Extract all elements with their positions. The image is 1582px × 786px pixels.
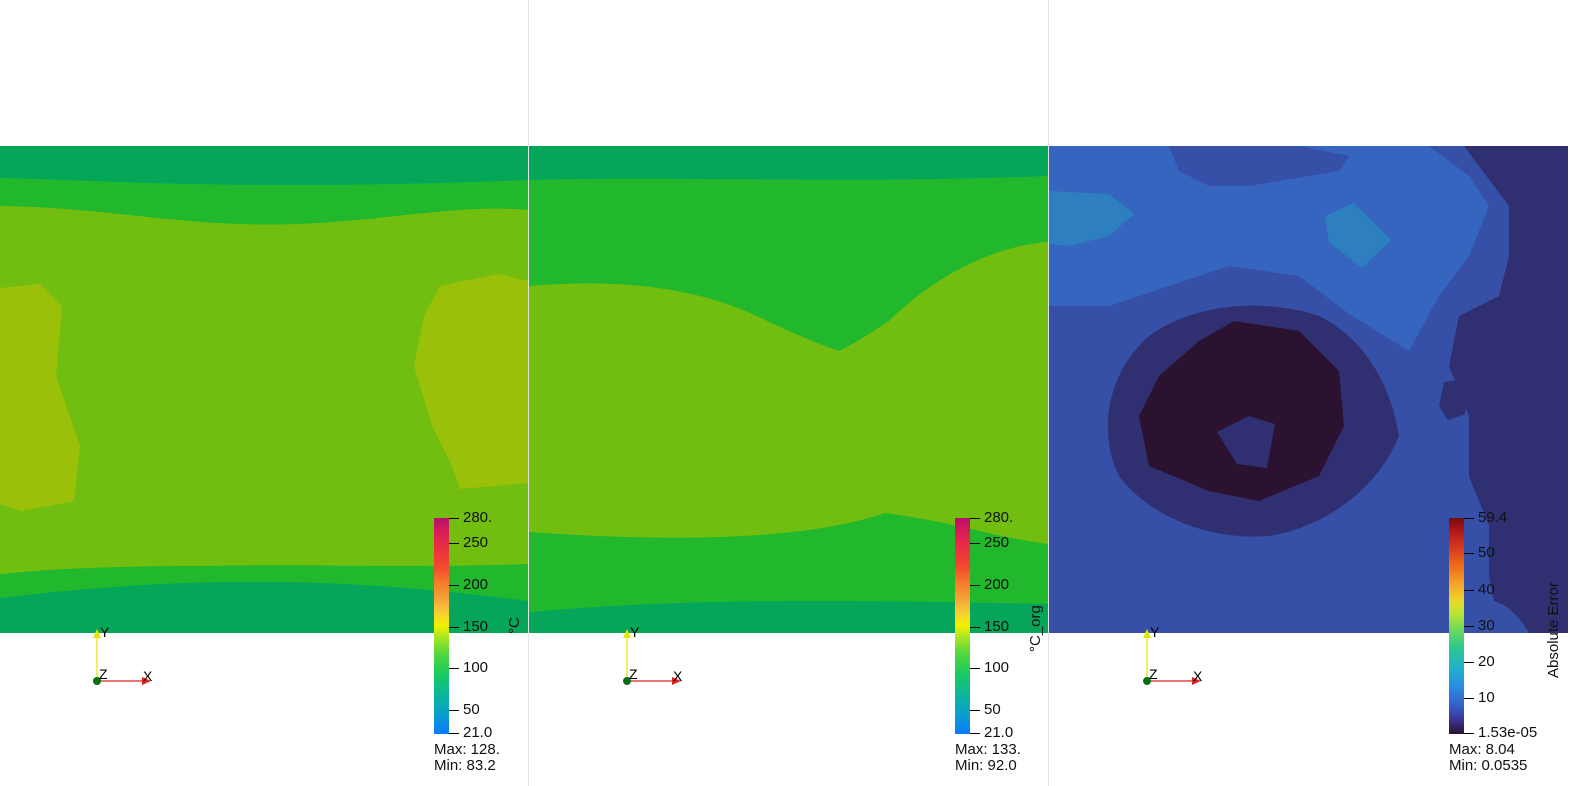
- min-value: Min: 83.2: [434, 757, 496, 774]
- range-stats: Max: 128. Min: 83.2: [434, 742, 500, 774]
- min-value: Min: 0.0535: [1449, 757, 1528, 774]
- colorbar-tick-label: 50: [1478, 544, 1495, 561]
- colorbar-tick: [970, 585, 980, 586]
- colorbar-tick: [449, 585, 459, 586]
- colorbar-tick-label: 1.53e-05: [1478, 724, 1538, 741]
- colorbar-tick: [1464, 662, 1474, 663]
- view-divider[interactable]: [528, 0, 529, 786]
- orientation-axes[interactable]: Y Z X: [618, 624, 688, 685]
- x-axis-label: X: [1193, 668, 1203, 684]
- render-view-temperature[interactable]: 280. 250 200 150 100 50 21.0 °C Max: 128…: [0, 0, 528, 786]
- y-axis-label: Y: [630, 624, 640, 640]
- colorbar-tick: [449, 710, 459, 711]
- colorbar-tick: [449, 543, 459, 544]
- colorbar-tick-label: 150: [984, 618, 1010, 635]
- temperature-colorbar: [434, 518, 449, 734]
- colorbar-title: °C: [506, 617, 523, 634]
- z-axis-label: Z: [99, 666, 108, 682]
- colorbar-tick: [449, 518, 459, 519]
- colorbar-tick-label: 21.0: [984, 724, 1014, 741]
- colorbar-tick: [1464, 733, 1474, 734]
- colorbar-tick-label: 200: [463, 576, 489, 593]
- colorbar-title: Absolute Error: [1545, 582, 1562, 678]
- orientation-axes[interactable]: Y Z X: [88, 624, 158, 685]
- colorbar-tick-label: 250: [984, 534, 1010, 551]
- colorbar-tick-label: 50: [463, 701, 480, 718]
- colorbar-tick-label: 250: [463, 534, 489, 551]
- colorbar-tick: [449, 627, 459, 628]
- y-axis-label: Y: [1150, 624, 1160, 640]
- render-view-temperature-original[interactable]: 280. 250 200 150 100 50 21.0 °C_org Max:…: [529, 0, 1048, 786]
- colorbar-tick-label: 10: [1478, 689, 1495, 706]
- y-axis-label: Y: [100, 624, 110, 640]
- render-view-absolute-error[interactable]: 59.4 50 40 30 20 10 1.53e-05 Absolute Er…: [1049, 0, 1582, 786]
- range-stats: Max: 133. Min: 92.0: [955, 742, 1021, 774]
- colorbar-tick-label: 30: [1478, 617, 1495, 634]
- min-value: Min: 92.0: [955, 757, 1017, 774]
- max-value: Max: 8.04: [1449, 741, 1515, 758]
- colorbar-tick-label: 200: [984, 576, 1010, 593]
- temperature-contour-plot[interactable]: [0, 146, 528, 633]
- colorbar-tick: [970, 733, 980, 734]
- colorbar-tick-label: 21.0: [463, 724, 493, 741]
- z-axis-label: Z: [629, 666, 638, 682]
- colorbar-tick: [970, 710, 980, 711]
- colorbar-tick: [1464, 626, 1474, 627]
- max-value: Max: 128.: [434, 741, 500, 758]
- colorbar-tick: [970, 543, 980, 544]
- colorbar-tick: [970, 668, 980, 669]
- z-axis-label: Z: [1149, 666, 1158, 682]
- x-axis-label: X: [673, 668, 683, 684]
- colorbar-tick: [970, 518, 980, 519]
- colorbar-tick: [1464, 590, 1474, 591]
- colorbar-tick-label: 280.: [984, 509, 1014, 526]
- colorbar-tick: [1464, 518, 1474, 519]
- max-value: Max: 133.: [955, 741, 1021, 758]
- colorbar-tick: [1464, 698, 1474, 699]
- temperature-original-colorbar: [955, 518, 970, 734]
- colorbar-tick-label: 280.: [463, 509, 493, 526]
- range-stats: Max: 8.04 Min: 0.0535: [1449, 742, 1527, 774]
- colorbar-tick-label: 59.4: [1478, 509, 1508, 526]
- colorbar-tick: [449, 668, 459, 669]
- colorbar-tick-label: 40: [1478, 581, 1495, 598]
- orientation-axes[interactable]: Y Z X: [1138, 624, 1208, 685]
- colorbar-tick-label: 20: [1478, 653, 1495, 670]
- view-divider[interactable]: [1048, 0, 1049, 786]
- colorbar-tick: [1464, 553, 1474, 554]
- colorbar-tick: [449, 733, 459, 734]
- absolute-error-colorbar: [1449, 518, 1464, 734]
- colorbar-tick-label: 50: [984, 701, 1001, 718]
- colorbar-tick: [970, 627, 980, 628]
- temperature-original-contour-plot[interactable]: [529, 146, 1048, 633]
- colorbar-title: °C_org: [1027, 605, 1044, 652]
- colorbar-tick-label: 150: [463, 618, 489, 635]
- absolute-error-contour-plot[interactable]: [1049, 146, 1568, 633]
- colorbar-tick-label: 100: [984, 659, 1010, 676]
- colorbar-tick-label: 100: [463, 659, 489, 676]
- x-axis-label: X: [143, 668, 153, 684]
